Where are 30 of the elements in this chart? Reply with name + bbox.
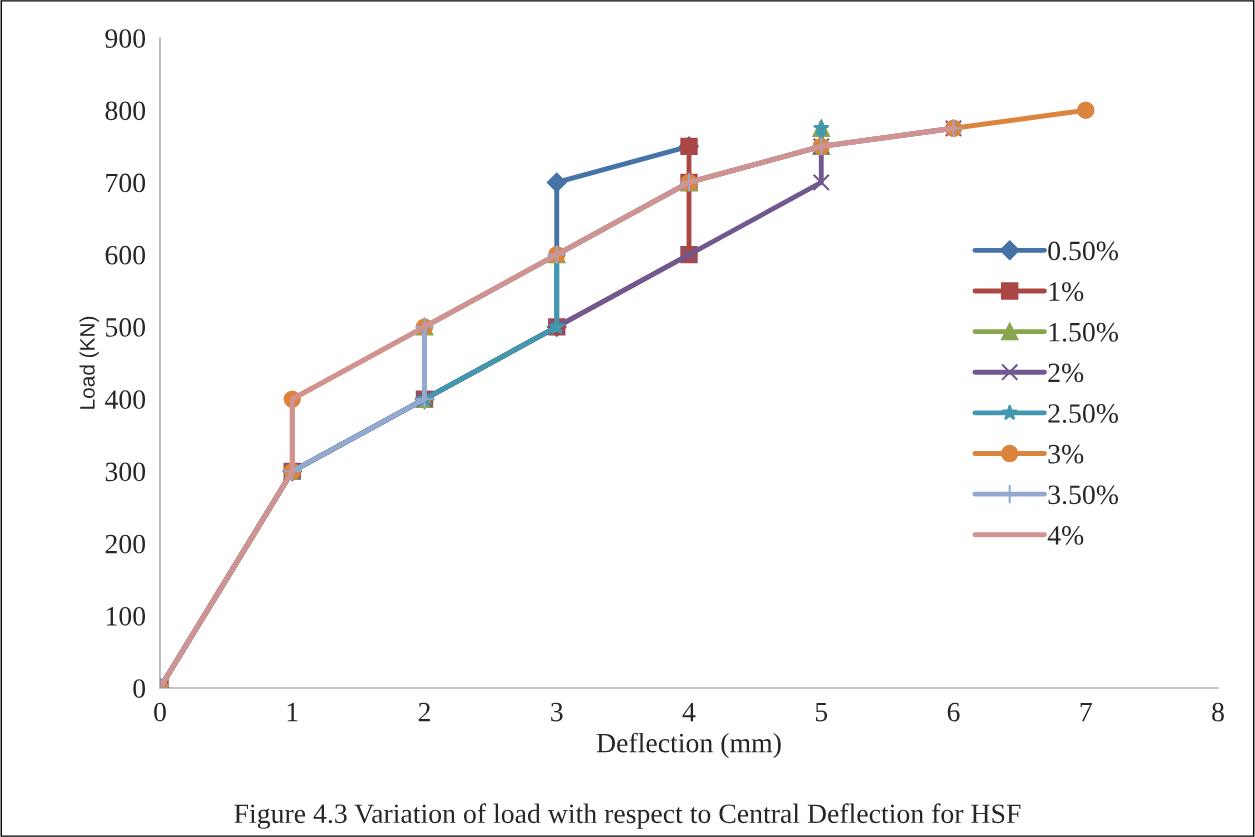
y-tick-label: 600 xyxy=(105,245,146,265)
legend-label: 2% xyxy=(1048,363,1084,383)
x-tick-label: 8 xyxy=(1212,702,1224,722)
x-axis-title: Deflection (mm) xyxy=(596,732,781,759)
legend-label: 1.50% xyxy=(1049,322,1118,342)
x-tick-label: 1 xyxy=(287,702,298,722)
caption: Figure 4.3 Variation of load with respect to Central Deflection for HSF xyxy=(234,803,1021,829)
x-tick-label: 5 xyxy=(815,702,828,722)
legend-label: 4% xyxy=(1047,526,1084,545)
y-tick-label: 300 xyxy=(105,462,146,482)
x-tick-label: 0 xyxy=(154,702,166,722)
x-tick-label: 6 xyxy=(947,702,960,722)
x-tick-label: 7 xyxy=(1080,702,1092,722)
y-tick-label: 200 xyxy=(105,534,146,554)
legend-label: 2.50% xyxy=(1048,404,1118,423)
x-tick-label: 4 xyxy=(682,702,696,722)
legend-label: 0.50% xyxy=(1048,241,1118,261)
y-tick-label: 900 xyxy=(105,29,146,48)
y-tick-label: 800 xyxy=(105,101,146,121)
x-tick-label: 2 xyxy=(418,702,430,722)
legend-label: 1% xyxy=(1049,282,1084,302)
y-tick-label: 700 xyxy=(106,173,146,193)
y-tick-label: 400 xyxy=(104,390,146,410)
y-axis-title: Load (KN) xyxy=(79,316,99,409)
legend-label: 3% xyxy=(1048,444,1084,464)
y-tick-label: 100 xyxy=(106,606,146,626)
legend-label: 3.50% xyxy=(1048,485,1118,505)
x-tick-label: 3 xyxy=(551,702,563,722)
y-tick-label: 0 xyxy=(133,679,146,698)
y-tick-label: 500 xyxy=(106,318,146,337)
